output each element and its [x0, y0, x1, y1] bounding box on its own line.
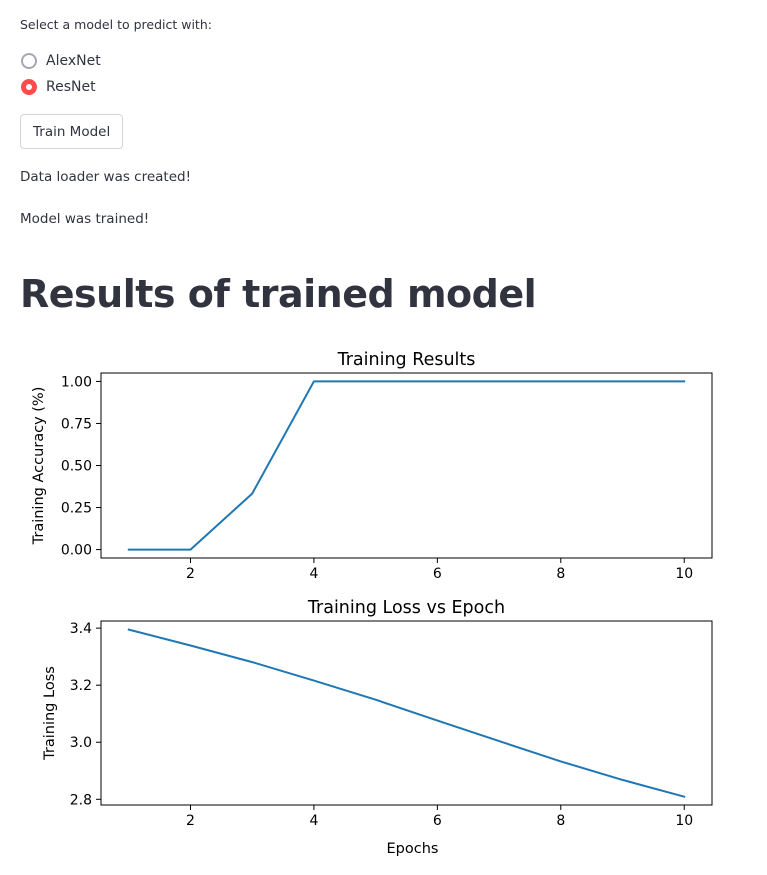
- x-tick-label: 4: [309, 566, 318, 582]
- chart-frame: [100, 620, 713, 806]
- y-tick-label: 3.4: [70, 621, 92, 637]
- radio-option-resnet[interactable]: ResNet: [20, 74, 101, 100]
- x-tick-label: 6: [433, 566, 442, 582]
- y-tick-label: 0.25: [61, 501, 92, 517]
- y-tick-label: 1.00: [61, 374, 92, 390]
- y-tick-label: 3.0: [70, 735, 92, 751]
- results-heading: Results of trained model: [20, 272, 537, 316]
- model-select-label: Select a model to predict with:: [20, 17, 212, 32]
- status-data-loader: Data loader was created!: [20, 169, 191, 185]
- y-tick-label: 0.50: [61, 459, 92, 475]
- chart-title: Training Loss vs Epoch: [307, 598, 505, 618]
- radio-label-alexnet: AlexNet: [46, 53, 101, 69]
- x-tick-label: 8: [556, 566, 565, 582]
- model-radio-group: AlexNet ResNet: [20, 48, 101, 100]
- series-line: [127, 380, 686, 551]
- y-tick-label: 0.00: [61, 543, 92, 559]
- x-tick-label: 4: [309, 813, 318, 829]
- radio-checked-icon: [21, 79, 37, 95]
- chart-frame: [100, 372, 713, 559]
- y-axis-label: Training Accuracy (%): [31, 387, 47, 546]
- train-model-button[interactable]: Train Model: [20, 114, 124, 149]
- chart-2: [96, 620, 713, 810]
- x-tick-label: 8: [556, 813, 565, 829]
- chart-title: Training Results: [337, 350, 476, 370]
- chart-1: [96, 372, 713, 563]
- x-tick-label: 6: [433, 813, 442, 829]
- radio-unchecked-icon: [21, 53, 37, 69]
- y-tick-label: 0.75: [61, 416, 92, 432]
- x-axis-label: Epochs: [387, 841, 439, 857]
- x-tick-label: 2: [186, 813, 195, 829]
- x-tick-label: 10: [675, 566, 693, 582]
- y-axis-label: Training Loss: [42, 666, 58, 761]
- y-tick-label: 2.8: [70, 792, 92, 808]
- x-tick-label: 2: [186, 566, 195, 582]
- training-charts: Training Results 2 4 6 8 10 0.00 0.25 0.50 0.75 1.…: [31, 350, 713, 857]
- radio-label-resnet: ResNet: [46, 79, 96, 95]
- x-tick-label: 10: [675, 813, 693, 829]
- series-line: [127, 628, 686, 798]
- status-model-trained: Model was trained!: [20, 211, 150, 227]
- y-tick-label: 3.2: [70, 678, 92, 694]
- radio-option-alexnet[interactable]: AlexNet: [20, 48, 101, 74]
